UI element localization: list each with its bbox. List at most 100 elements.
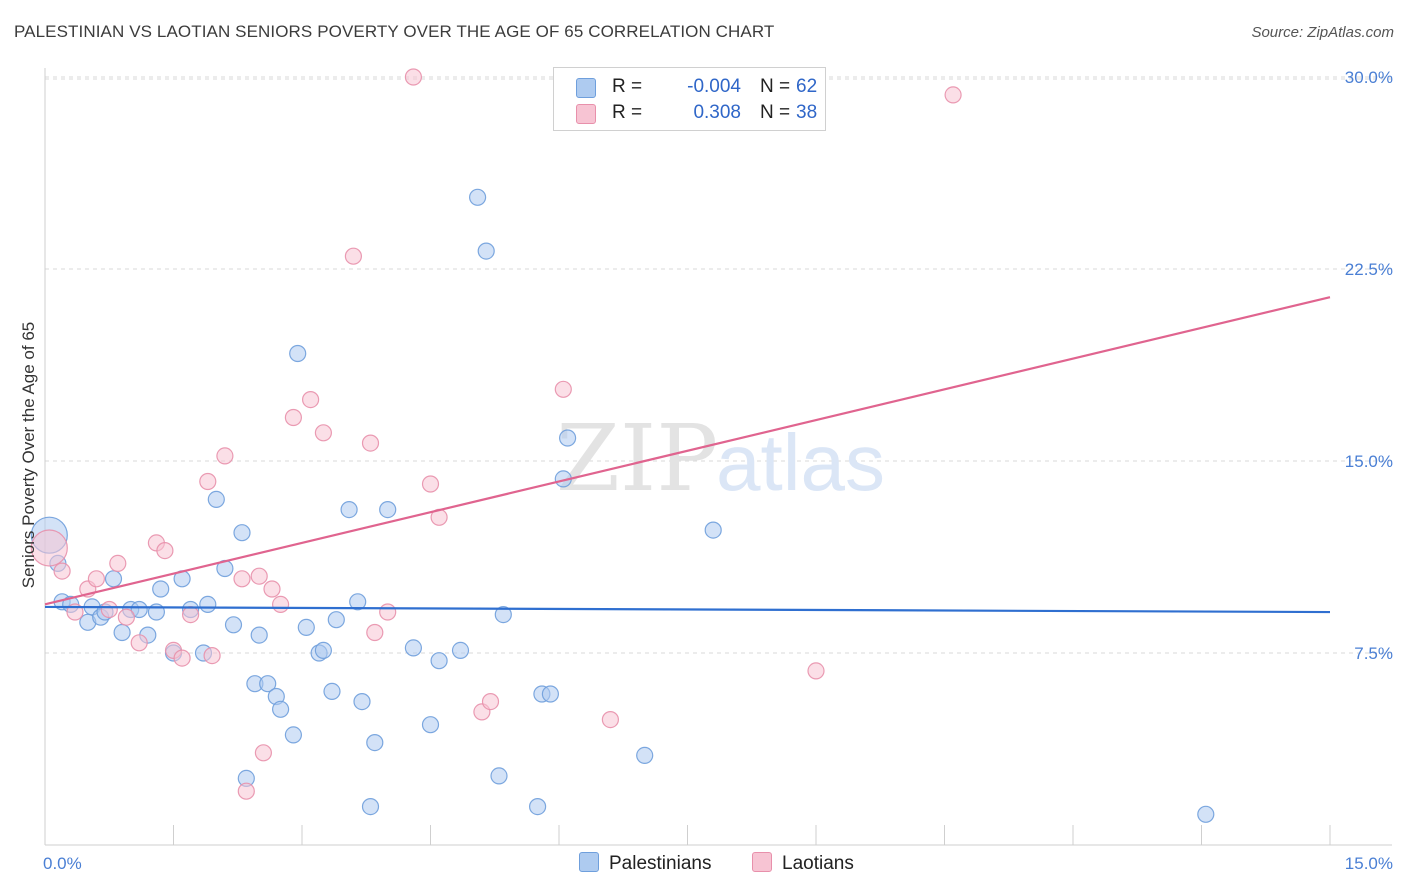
palestinian-point — [340, 501, 358, 519]
laotian-point — [944, 86, 962, 104]
palestinian-point — [490, 767, 508, 785]
source-label: Source: ZipAtlas.com — [1251, 24, 1394, 41]
palestinian-point — [250, 626, 268, 644]
palestinian-point — [207, 490, 225, 508]
axis-layer: 7.5% 15.0% 22.5% 30.0% — [44, 68, 1393, 846]
laotian-point — [379, 603, 397, 621]
legend-swatch-laotians — [576, 104, 596, 124]
palestinian-point — [113, 623, 131, 642]
y-tick-label: 15.0% — [1345, 452, 1393, 471]
grid-layer — [45, 76, 1392, 654]
watermark: ZIP atlas — [556, 405, 885, 512]
palestinian-point — [272, 700, 290, 718]
palestinian-point — [421, 716, 440, 734]
laotian-point — [30, 529, 68, 567]
palestinian-point — [284, 726, 302, 744]
chart-title: PALESTINIAN VS LAOTIAN SENIORS POVERTY O… — [14, 22, 775, 41]
legend-r-value: 0.308 — [693, 102, 741, 123]
palestinian-point — [477, 242, 495, 260]
palestinian-point — [1197, 805, 1215, 823]
laotian-point — [109, 554, 127, 573]
laotian-point — [53, 562, 71, 580]
bottom-legend-swatch-laotians — [752, 852, 772, 872]
bottom-legend-swatch-palestinians — [579, 852, 599, 872]
legend-n-label: N = — [760, 102, 791, 123]
laotian-point — [250, 567, 268, 585]
laotian-point — [284, 408, 302, 427]
palestinian-point — [469, 188, 487, 206]
x-tick-label-1: 15.0% — [1345, 854, 1393, 873]
x-tick-label-0: 0.0% — [43, 854, 82, 873]
laotian-point — [237, 782, 255, 800]
palestinian-trend-line — [44, 605, 1331, 614]
laotian-point — [130, 634, 148, 652]
palestinian-point — [289, 344, 307, 363]
laotian-point — [366, 623, 384, 642]
laotian-point — [173, 649, 191, 667]
palestinian-point — [224, 616, 243, 634]
laotian-point — [216, 447, 234, 465]
laotian-point — [601, 710, 620, 729]
palestinian-point — [494, 605, 512, 624]
laotian-point — [421, 475, 440, 493]
y-tick-label: 7.5% — [1354, 644, 1393, 663]
laotian-point — [314, 424, 332, 442]
laotian-point — [481, 692, 500, 711]
laotian-point — [100, 600, 118, 619]
palestinian-point — [130, 600, 148, 619]
laotian-point — [87, 570, 106, 588]
laotian-point — [156, 541, 174, 560]
palestinian-point — [379, 501, 397, 519]
legend-n-value: 62 — [796, 76, 818, 97]
palestinian-point — [297, 618, 315, 637]
palestinian-point — [404, 639, 422, 657]
y-axis-label: Seniors Poverty Over the Age of 65 — [19, 322, 38, 588]
bottom-legend-palestinians: Palestinians — [579, 852, 711, 875]
laotian-point — [554, 380, 572, 398]
palestinian-point — [259, 675, 277, 693]
y-tick-label: 30.0% — [1345, 68, 1393, 87]
legend-r-label: R = — [612, 76, 643, 97]
trend-layer — [44, 296, 1331, 614]
palestinian-point — [323, 682, 341, 701]
legend-r-value: -0.004 — [687, 76, 741, 97]
palestinian-point — [636, 746, 654, 765]
laotian-point — [272, 595, 290, 614]
palestinian-point — [152, 580, 170, 598]
palestinian-point — [451, 641, 470, 660]
laotian-point — [203, 646, 221, 665]
laotian-point — [199, 472, 217, 491]
palestinian-point — [104, 570, 123, 588]
laotian-point — [807, 662, 825, 680]
legend: R = -0.004 N = 62 R = 0.308 N = 38 — [553, 67, 826, 131]
palestinian-point — [349, 593, 367, 611]
palestinian-point — [353, 692, 371, 711]
watermark-zip: ZIP — [556, 405, 718, 512]
laotian-point — [254, 744, 272, 762]
legend-n-value: 38 — [796, 102, 818, 123]
palestinian-point — [558, 429, 577, 447]
palestinian-point — [327, 611, 345, 629]
legend-n-label: N = — [760, 76, 791, 97]
laotian-point — [344, 247, 362, 265]
palestinian-point — [528, 797, 547, 816]
palestinian-point — [199, 595, 217, 614]
laotian-point — [404, 68, 422, 86]
laotian-point — [233, 570, 251, 588]
laotian-point — [263, 580, 281, 598]
laotian-point — [182, 605, 200, 624]
palestinian-point — [430, 652, 448, 670]
legend-swatch-palestinians — [576, 78, 596, 98]
y-tick-label: 22.5% — [1345, 260, 1393, 279]
laotian-point — [117, 608, 136, 626]
legend-r-label: R = — [612, 102, 643, 123]
watermark-atlas: atlas — [716, 418, 885, 507]
palestinian-point — [233, 524, 251, 542]
bottom-legend-label-palestinians: Palestinians — [609, 853, 712, 874]
points-layer — [30, 68, 1215, 823]
laotian-trend-line — [44, 296, 1331, 606]
palestinian-point — [314, 641, 332, 660]
bottom-legend-label-laotians: Laotians — [782, 853, 854, 874]
bottom-legend-laotians: Laotians — [752, 852, 854, 875]
